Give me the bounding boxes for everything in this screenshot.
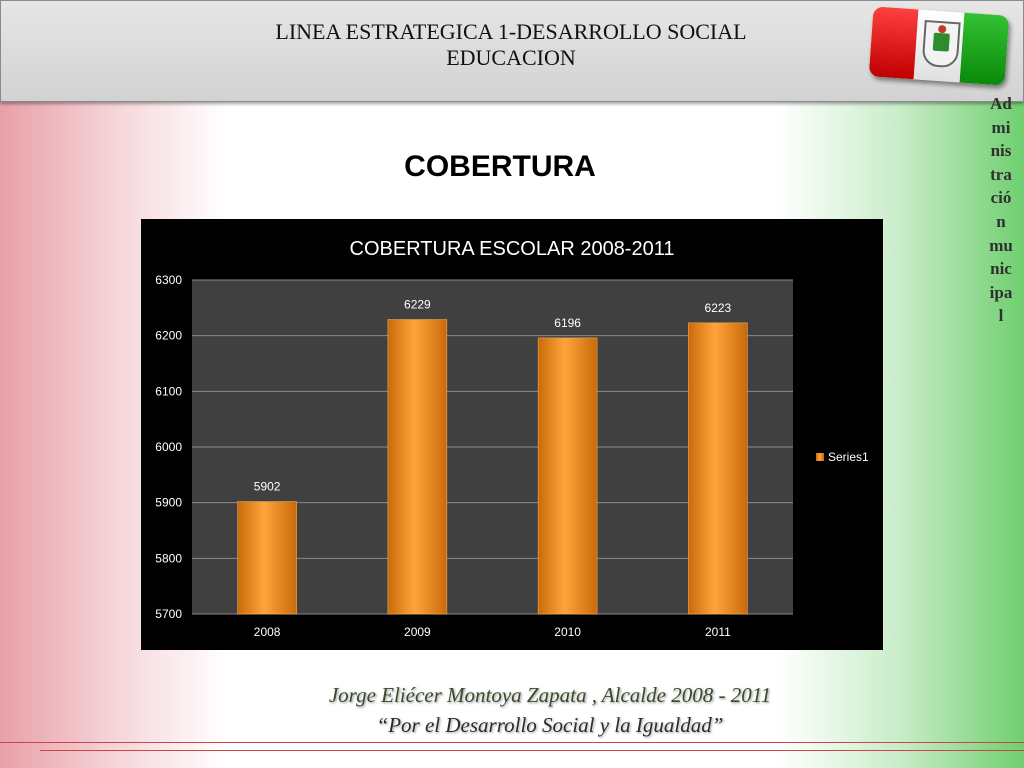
data-label: 6229 <box>404 298 431 312</box>
legend-label: Series1 <box>828 450 869 464</box>
header-title-line1: LINEA ESTRATEGICA 1-DESARROLLO SOCIAL <box>275 19 747 44</box>
side-vertical-text: Administración municipal <box>989 94 1013 326</box>
header-title-line2: EDUCACION <box>446 45 576 70</box>
coat-of-arms-icon <box>921 19 962 69</box>
footer-mayor-line: Jorge Eliécer Montoya Zapata , Alcalde 2… <box>328 683 772 707</box>
bar-2011 <box>688 322 748 615</box>
section-title: COBERTURA <box>404 150 596 183</box>
x-tick-label: 2011 <box>705 625 731 639</box>
chart-legend: Series1 <box>816 450 869 464</box>
bar-2008 <box>237 501 297 615</box>
footer-rule-top <box>0 742 1024 743</box>
flag-stripe-red <box>868 6 919 80</box>
y-tick-label: 6300 <box>155 273 182 287</box>
x-tick-label: 2008 <box>254 625 281 639</box>
footer-slogan-line: “Por el Desarrollo Social y la Igualdad” <box>376 713 724 737</box>
y-tick-label: 6000 <box>155 440 182 454</box>
chart-title: COBERTURA ESCOLAR 2008-2011 <box>350 238 675 260</box>
bar-chart: COBERTURA ESCOLAR 2008-2011 5700 5800 5900… <box>155 238 869 639</box>
bar-2009 <box>387 319 448 615</box>
x-tick-label: 2010 <box>554 625 581 639</box>
y-tick-label: 6200 <box>155 329 182 343</box>
footer-rule-bottom <box>40 750 1024 751</box>
municipal-flag-icon <box>868 6 1010 86</box>
header-title: LINEA ESTRATEGICA 1-DESARROLLO SOCIAL ED… <box>151 19 871 71</box>
y-tick-label: 5700 <box>155 607 182 621</box>
chart-container: COBERTURA ESCOLAR 2008-2011 5700 5800 5900… <box>141 219 883 650</box>
bar-2010 <box>537 337 598 615</box>
data-label: 6223 <box>705 301 732 315</box>
flag-stripe-white <box>913 9 965 83</box>
header-bar: LINEA ESTRATEGICA 1-DESARROLLO SOCIAL ED… <box>0 0 1024 102</box>
x-tick-label: 2009 <box>404 625 431 639</box>
y-tick-label: 5900 <box>155 496 182 510</box>
data-label: 6196 <box>554 316 581 330</box>
y-tick-label: 6100 <box>155 384 182 398</box>
data-label: 5902 <box>254 480 281 494</box>
flag-stripe-green <box>959 12 1010 86</box>
y-tick-label: 5800 <box>155 551 182 565</box>
legend-swatch <box>816 453 824 461</box>
